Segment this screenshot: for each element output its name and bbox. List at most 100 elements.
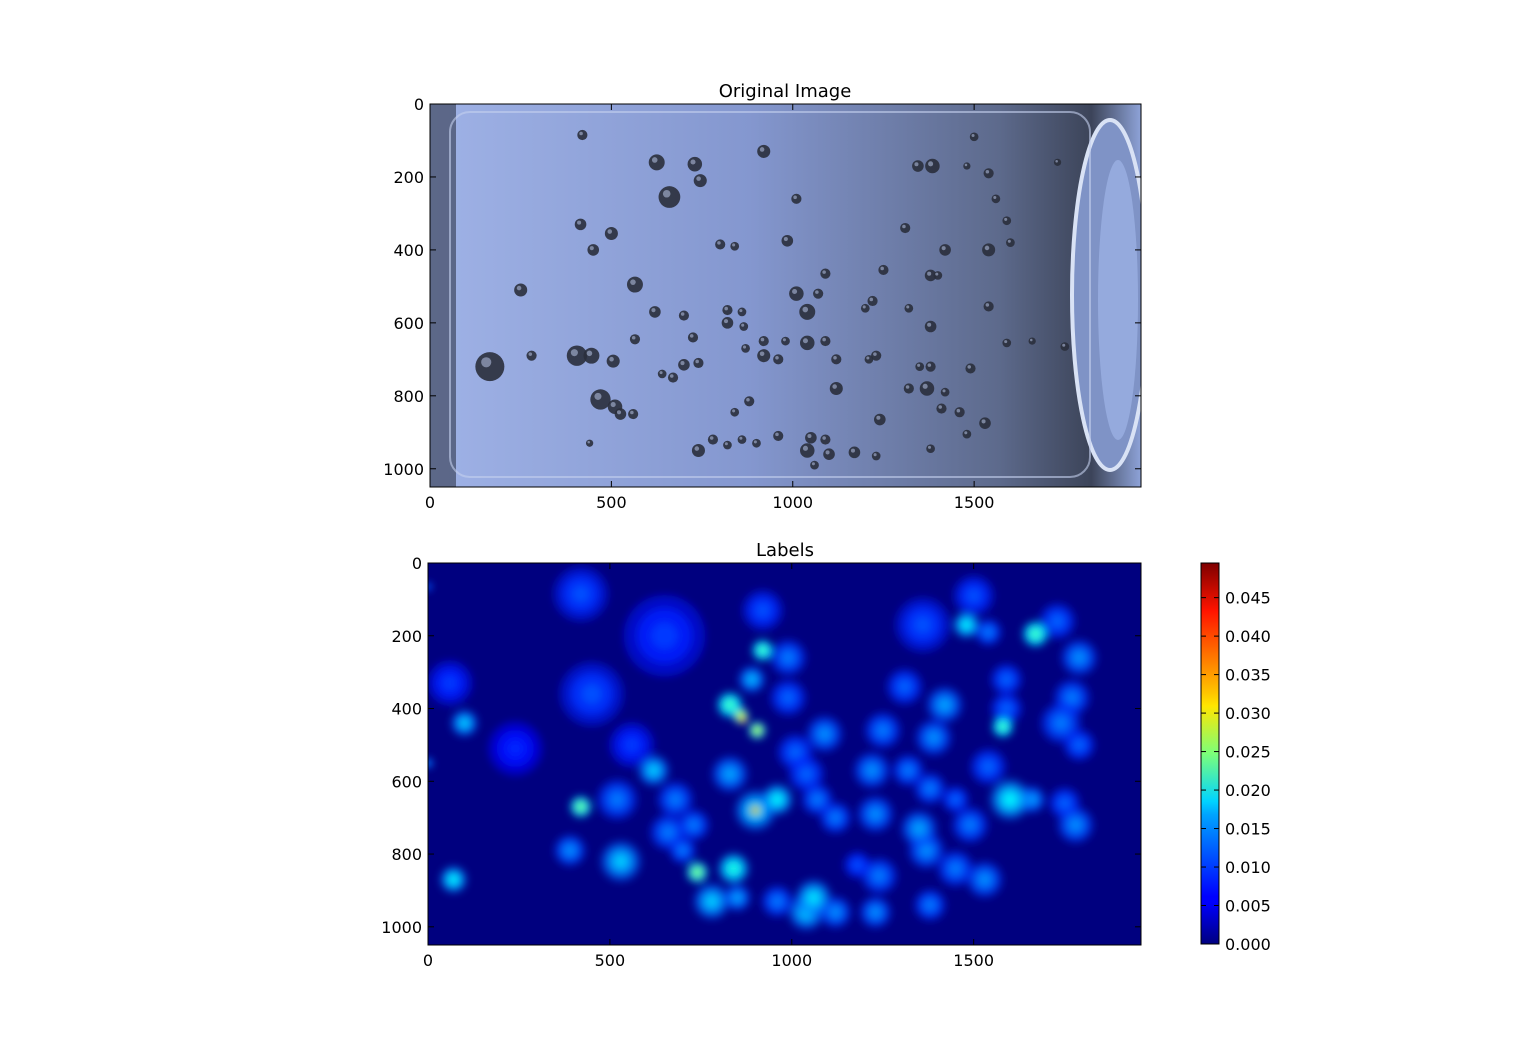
bubble	[954, 407, 965, 418]
colorbar-tick-label: 0.005	[1225, 897, 1271, 916]
heat-core	[964, 819, 976, 831]
heat-core	[669, 793, 682, 806]
bubble-highlight	[528, 352, 533, 356]
original-ytick-label: 600	[393, 314, 424, 333]
heat-core	[754, 727, 761, 734]
bubble	[903, 383, 914, 394]
heat-core	[624, 737, 639, 753]
bubble	[741, 344, 750, 353]
bubble	[1060, 342, 1070, 351]
bubble-highlight	[825, 450, 830, 455]
bubble-highlight	[1004, 340, 1008, 344]
bubble-highlight	[869, 297, 874, 302]
bubble	[757, 144, 771, 158]
bubble	[900, 222, 911, 234]
bubble	[979, 417, 991, 429]
bubble	[691, 443, 705, 458]
bubble	[577, 129, 588, 141]
bubble	[940, 387, 950, 397]
bubble-highlight	[833, 356, 837, 360]
bubble	[781, 234, 794, 247]
colorbar-tick-label: 0.035	[1225, 666, 1271, 685]
bubble-highlight	[579, 131, 583, 136]
heat-core	[914, 616, 932, 634]
heatmap-blobs	[428, 566, 1098, 931]
bubble	[878, 264, 889, 276]
bubble-highlight	[1062, 343, 1066, 347]
heat-core	[506, 739, 525, 758]
bubble-highlight	[760, 337, 765, 342]
heat-core	[978, 873, 991, 886]
colorbar-tick-label: 0.000	[1225, 935, 1271, 954]
heat-core	[830, 907, 841, 918]
heat-core	[782, 651, 794, 664]
bubble	[773, 354, 784, 365]
bubble-highlight	[741, 323, 745, 327]
bubble	[813, 288, 824, 299]
bubble-highlight	[577, 220, 582, 225]
heat-core	[927, 731, 940, 744]
bubble	[871, 451, 881, 461]
bubble-highlight	[696, 176, 701, 181]
original-xtick-label: 1000	[772, 493, 813, 512]
heat-core	[1051, 615, 1064, 628]
heat-core	[800, 768, 813, 780]
colorbar-tick-label: 0.010	[1225, 858, 1271, 877]
colorbar-ticks: 0.000 0.005 0.010 0.015 0.020 0.025 0.030 0.035…	[1201, 589, 1271, 954]
bubble	[800, 443, 815, 458]
bubble-highlight	[876, 415, 881, 420]
bubble-highlight	[873, 453, 877, 457]
photo-background	[430, 104, 1141, 487]
bubble-highlight	[942, 389, 946, 393]
bubble-highlight	[928, 161, 934, 167]
heat-core	[807, 891, 820, 904]
heat-core	[772, 896, 783, 907]
colorbar-tick-label: 0.045	[1225, 589, 1271, 608]
heat-core	[967, 589, 981, 603]
bubble	[983, 168, 994, 179]
heat-core	[460, 718, 469, 728]
bubble	[687, 332, 699, 343]
heat-core	[1031, 629, 1040, 639]
bubble-highlight	[967, 365, 972, 369]
bubble-highlight	[927, 363, 932, 367]
bubble	[583, 347, 600, 364]
bubble	[649, 306, 661, 318]
bubble	[657, 369, 667, 379]
bubble	[626, 276, 643, 293]
bubble-highlight	[993, 196, 997, 200]
bubble	[915, 362, 925, 371]
bubble	[829, 381, 843, 396]
original-ytick-label: 0	[414, 95, 424, 114]
photo-right-cap-highlight	[1098, 160, 1138, 440]
bubble	[585, 439, 594, 447]
bubble	[739, 322, 749, 331]
bubble	[678, 359, 690, 371]
heat-core	[1001, 703, 1012, 714]
labels-ytick-label: 1000	[381, 918, 422, 937]
heat-core	[725, 700, 735, 710]
heat-core	[614, 854, 628, 868]
heat-core	[920, 844, 933, 857]
bubble	[848, 446, 861, 459]
bubble	[721, 317, 734, 329]
bubble	[737, 435, 747, 444]
bubble-highlight	[609, 356, 614, 362]
bubble	[648, 154, 665, 171]
heat-core	[869, 808, 882, 820]
bubble-highlight	[917, 363, 921, 367]
heat-core	[756, 603, 770, 617]
bubble-highlight	[651, 308, 656, 313]
heat-core	[789, 746, 802, 759]
bubble	[604, 226, 618, 241]
bubble-highlight	[723, 319, 729, 324]
bubble-highlight	[1029, 338, 1033, 342]
bubble-highlight	[984, 245, 990, 251]
bubble	[781, 336, 790, 346]
bubble	[629, 334, 641, 345]
bubble	[614, 408, 627, 420]
bubble	[933, 271, 943, 280]
heat-core	[951, 795, 960, 804]
bubble	[939, 244, 951, 256]
bubble-highlight	[802, 306, 809, 313]
